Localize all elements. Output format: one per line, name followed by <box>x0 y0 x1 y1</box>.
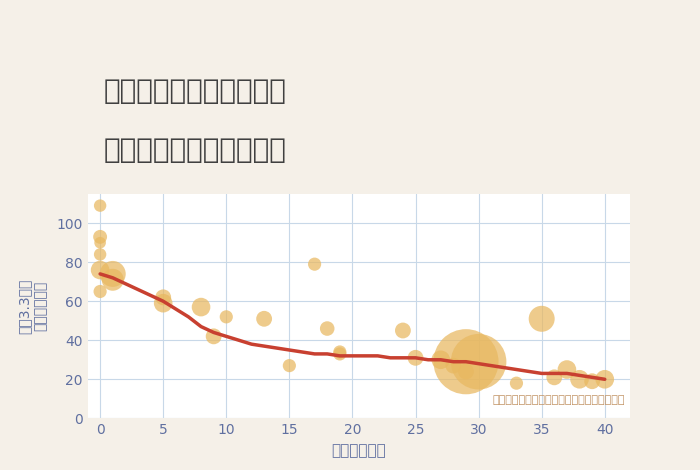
Point <box>461 368 472 375</box>
Point <box>334 348 345 356</box>
Point <box>511 379 522 387</box>
Point <box>94 239 106 246</box>
Point <box>536 315 547 322</box>
Point <box>321 325 332 332</box>
Point <box>94 251 106 258</box>
Point <box>258 315 270 322</box>
Text: 三重県鈴鹿市大久保町の: 三重県鈴鹿市大久保町の <box>104 77 287 105</box>
Point <box>158 299 169 307</box>
Y-axis label: 坪（3.3㎡）
単価（万円）: 坪（3.3㎡） 単価（万円） <box>18 278 48 334</box>
Point <box>398 327 409 334</box>
Point <box>94 202 106 210</box>
Point <box>107 276 118 283</box>
Point <box>220 313 232 321</box>
Point <box>309 260 320 268</box>
Point <box>94 288 106 295</box>
Point <box>549 374 560 381</box>
Point <box>284 362 295 369</box>
Point <box>94 233 106 241</box>
Point <box>599 376 610 383</box>
Point <box>561 366 573 373</box>
Point <box>107 270 118 278</box>
Point <box>195 303 206 311</box>
Point <box>158 294 169 301</box>
Point <box>461 358 472 366</box>
Point <box>334 350 345 358</box>
X-axis label: 築年数（年）: 築年数（年） <box>331 443 386 458</box>
Point <box>587 377 598 385</box>
Point <box>208 333 219 340</box>
Point <box>410 354 421 361</box>
Point <box>435 356 447 363</box>
Point <box>473 358 484 366</box>
Point <box>448 362 459 369</box>
Text: 円の大きさは、取引のあった物件面積を示す: 円の大きさは、取引のあった物件面積を示す <box>492 395 624 405</box>
Point <box>574 376 585 383</box>
Point <box>94 266 106 274</box>
Text: 築年数別中古戸建て価格: 築年数別中古戸建て価格 <box>104 136 287 164</box>
